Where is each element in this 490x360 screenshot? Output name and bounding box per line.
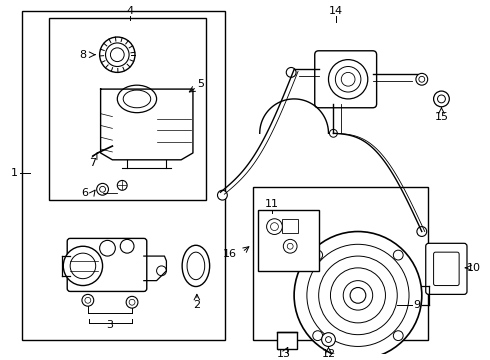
Text: 16: 16 [223, 249, 237, 259]
Circle shape [270, 223, 278, 230]
Circle shape [350, 288, 366, 303]
Circle shape [110, 48, 124, 62]
Text: 8: 8 [79, 50, 87, 60]
Text: 2: 2 [194, 300, 200, 310]
Circle shape [117, 180, 127, 190]
Circle shape [419, 76, 425, 82]
Circle shape [85, 297, 91, 303]
Circle shape [105, 43, 129, 67]
Circle shape [294, 231, 422, 359]
FancyBboxPatch shape [426, 243, 467, 294]
Circle shape [335, 67, 361, 92]
Text: 4: 4 [126, 5, 134, 15]
Circle shape [438, 95, 445, 103]
Circle shape [416, 73, 428, 85]
Text: 3: 3 [106, 320, 113, 330]
Bar [258, 210, 318, 271]
Circle shape [307, 244, 409, 346]
Text: 5: 5 [197, 79, 204, 89]
Ellipse shape [187, 252, 205, 280]
Bar [277, 332, 297, 350]
Text: 13: 13 [277, 349, 291, 359]
Text: 10: 10 [467, 263, 481, 273]
Circle shape [70, 253, 96, 279]
FancyBboxPatch shape [315, 51, 377, 108]
Circle shape [126, 296, 138, 308]
Circle shape [157, 266, 167, 276]
Circle shape [321, 333, 335, 346]
Text: 1: 1 [11, 168, 18, 177]
Circle shape [393, 250, 403, 260]
Circle shape [434, 91, 449, 107]
Circle shape [329, 129, 337, 137]
Circle shape [120, 239, 134, 253]
Circle shape [313, 331, 322, 341]
Circle shape [313, 250, 322, 260]
Circle shape [417, 226, 427, 237]
Circle shape [341, 72, 355, 86]
Circle shape [393, 331, 403, 341]
Circle shape [286, 67, 296, 77]
Text: 9: 9 [414, 300, 420, 310]
Circle shape [218, 190, 227, 200]
Bar [49, 18, 206, 200]
Circle shape [343, 281, 373, 310]
Ellipse shape [117, 85, 157, 113]
Bar [282, 219, 298, 233]
Text: 15: 15 [435, 112, 448, 122]
Circle shape [99, 186, 105, 192]
Circle shape [325, 337, 331, 342]
Circle shape [97, 183, 108, 195]
Ellipse shape [182, 245, 210, 287]
Text: 12: 12 [321, 349, 336, 359]
FancyBboxPatch shape [434, 252, 459, 285]
Circle shape [99, 240, 115, 256]
Circle shape [283, 239, 297, 253]
Circle shape [129, 299, 135, 305]
Text: 14: 14 [329, 5, 343, 15]
Circle shape [328, 60, 368, 99]
Circle shape [99, 37, 135, 72]
Circle shape [287, 243, 293, 249]
FancyBboxPatch shape [67, 238, 147, 292]
Text: 7: 7 [89, 158, 97, 168]
Circle shape [330, 268, 386, 323]
Circle shape [82, 294, 94, 306]
Text: 6: 6 [81, 188, 88, 198]
Ellipse shape [123, 90, 151, 108]
Circle shape [63, 246, 102, 285]
Bar [253, 187, 428, 339]
Bar [22, 10, 225, 339]
Text: 11: 11 [265, 199, 278, 209]
Circle shape [318, 256, 397, 335]
Circle shape [267, 219, 282, 234]
